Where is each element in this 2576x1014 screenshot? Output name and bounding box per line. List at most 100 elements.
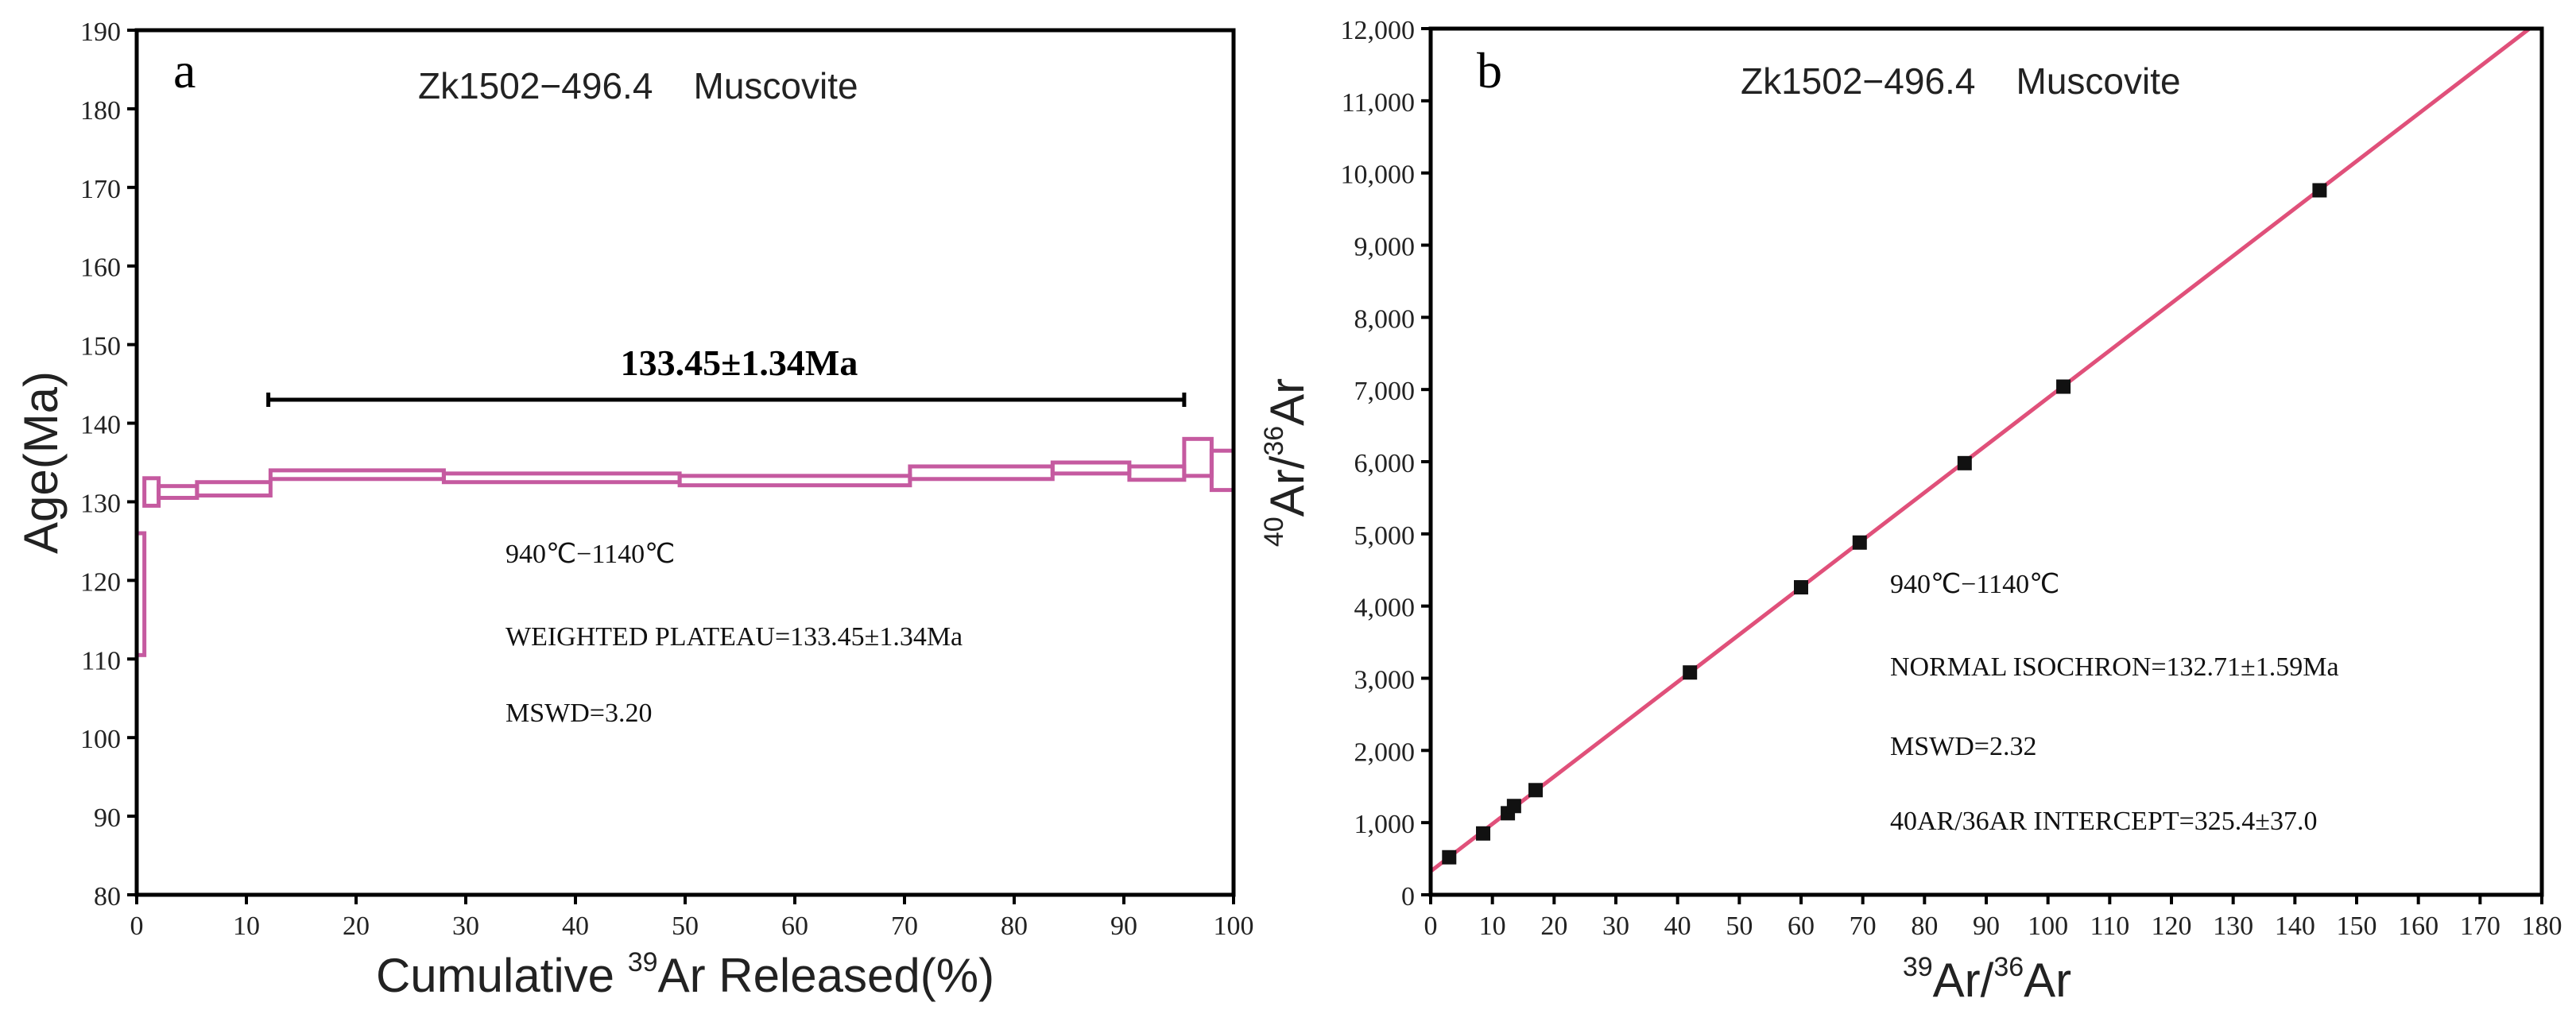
panel-b-x-tick-label: 110 <box>2090 911 2129 941</box>
panel-a-x-tick-label: 10 <box>233 911 260 941</box>
panel-b-x-tick-label: 20 <box>1540 911 1567 941</box>
isochron-point <box>1852 535 1867 550</box>
age-step <box>157 484 199 501</box>
panel-b-x-tick-label: 150 <box>2337 911 2377 941</box>
panel-a-annotation-temp: 940℃−1140℃ <box>506 540 675 569</box>
panel-a-y-tick-label: 140 <box>80 411 121 440</box>
isochron-point <box>1683 665 1698 680</box>
panel-b-title: Zk1502−496.4 Muscovite <box>1741 60 2181 102</box>
panel-a-y-tick-label: 150 <box>80 332 121 362</box>
panel-a-x-tick-label: 80 <box>1001 911 1028 941</box>
panel-a-y-tick-label: 130 <box>80 489 121 518</box>
age-step <box>1182 436 1214 478</box>
panel-b-x-tick-label: 140 <box>2275 911 2315 941</box>
panel-b-xlabel-end: Ar <box>2024 954 2071 1007</box>
panel-b-x-tick-label: 90 <box>1973 911 2000 941</box>
panel-a-y-tick-label: 160 <box>80 254 121 283</box>
panel-a-yticks: 80 90 100 110 120 130 140 150 160 170 180 190 <box>80 17 137 911</box>
isochron-point <box>1442 850 1457 865</box>
age-step <box>195 480 273 498</box>
isochron-point <box>1506 799 1521 814</box>
panel-a-x-tick-label: 20 <box>343 911 370 941</box>
panel-b-x-tick-label: 60 <box>1788 911 1815 941</box>
panel-a-y-tick-label: 170 <box>80 175 121 204</box>
age-step <box>677 474 912 488</box>
panel-b-x-tick-label: 30 <box>1602 911 1629 941</box>
panel-b-x-tick-label: 120 <box>2152 911 2192 941</box>
panel-a-y-tick-label: 110 <box>81 646 121 675</box>
isochron-point <box>1957 455 1972 470</box>
panel-a-x-tick-label: 100 <box>1214 911 1254 941</box>
panel-b-xlabel-sup2: 36 <box>1993 952 2024 982</box>
panel-a-title: Zk1502−496.4 Muscovite <box>418 65 858 106</box>
panel-b-xticks: 0 10 20 30 40 50 60 70 80 90 100 110 120 130 140 150 160… <box>1424 895 2562 941</box>
age-step <box>441 471 682 485</box>
panel-b-x-tick-label: 100 <box>2028 911 2068 941</box>
panel-b-x-tick-label: 40 <box>1664 911 1691 941</box>
panel-b-y-tick-label: 9,000 <box>1354 233 1416 262</box>
isochron-fit-line <box>1429 27 2531 873</box>
isochron-point <box>1476 826 1491 841</box>
panel-b-y-tick-label: 10,000 <box>1341 161 1416 190</box>
panel-b-x-tick-label: 70 <box>1850 911 1877 941</box>
panel-b-x-tick-label: 170 <box>2460 911 2500 941</box>
panel-b-ylabel-sup2: 36 <box>1259 426 1289 456</box>
panel-a-xlabel-suffix: Ar Released(%) <box>658 949 995 1002</box>
panel-a-xlabel: Cumulative 39Ar Released(%) <box>376 947 994 1002</box>
age-step <box>268 468 446 482</box>
panel-b-x-tick-label: 0 <box>1424 911 1438 941</box>
isochron-point <box>2312 183 2327 198</box>
panel-a-y-tick-label: 120 <box>80 567 121 597</box>
panel-a-annotation-mswd: MSWD=3.20 <box>506 699 652 728</box>
panel-b-ylabel: 40Ar/36Ar <box>1259 378 1314 547</box>
panel-a-x-tick-label: 40 <box>562 911 589 941</box>
panel-b-y-tick-label: 0 <box>1401 882 1415 911</box>
panel-b-y-tick-label: 11,000 <box>1342 88 1415 118</box>
plateau-label: 133.45±1.34Ma <box>621 343 858 383</box>
panel-a-annotation-plateau: WEIGHTED PLATEAU=133.45±1.34Ma <box>506 622 963 652</box>
panel-a-y-tick-label: 100 <box>80 725 121 754</box>
age-step <box>1127 464 1187 482</box>
panel-b-y-tick-label: 6,000 <box>1354 449 1416 478</box>
panel-b-x-tick-label: 130 <box>2213 911 2253 941</box>
panel-b-y-tick-label: 2,000 <box>1354 737 1416 767</box>
panel-a-y-tick-label: 80 <box>94 882 121 911</box>
panel-b-ylabel-sup1: 40 <box>1259 517 1289 547</box>
panel-b-annotation-intercept: 40AR/36AR INTERCEPT=325.4±37.0 <box>1890 807 2317 836</box>
age-step <box>908 464 1055 482</box>
panel-b-y-tick-label: 3,000 <box>1354 666 1416 695</box>
panel-b-x-tick-label: 10 <box>1479 911 1506 941</box>
panel-b-y-tick-label: 8,000 <box>1354 304 1416 334</box>
isochron-point <box>1794 580 1808 595</box>
plateau-bar <box>266 393 1187 407</box>
panel-b-x-tick-label: 80 <box>1911 911 1938 941</box>
panel-b-annotation-isochron: NORMAL ISOCHRON=132.71±1.59Ma <box>1890 652 2339 682</box>
panel-a-steps <box>134 436 1236 657</box>
panel-b-xlabel-sup1: 39 <box>1903 952 1933 982</box>
panel-a-x-tick-label: 70 <box>891 911 918 941</box>
panel-a-xlabel-prefix: Cumulative <box>376 949 628 1002</box>
panel-b-ylabel-end: Ar <box>1261 378 1314 426</box>
panel-b-x-tick-label: 180 <box>2522 911 2562 941</box>
age-step <box>142 476 161 508</box>
age-step <box>1209 448 1236 493</box>
isochron-point <box>1528 783 1544 798</box>
panel-a-x-tick-label: 90 <box>1110 911 1137 941</box>
panel-b-y-tick-label: 1,000 <box>1354 810 1416 839</box>
panel-b-y-tick-label: 7,000 <box>1354 377 1416 406</box>
panel-b-y-tick-label: 12,000 <box>1341 16 1416 45</box>
panel-b-y-tick-label: 5,000 <box>1354 521 1416 551</box>
panel-a-x-tick-label: 30 <box>452 911 479 941</box>
panel-a-xticks: 0 10 20 30 40 50 60 70 80 90 100 <box>130 895 1254 941</box>
panel-b-yticks: 0 1,000 2,000 3,000 4,000 5,000 6,000 7,000 8,00… <box>1341 16 1431 911</box>
panel-a-y-tick-label: 90 <box>94 803 121 833</box>
panel-a-y-tick-label: 180 <box>80 96 121 126</box>
panel-a-ylabel: Age(Ma) <box>14 371 68 554</box>
panel-b-annotation-mswd: MSWD=2.32 <box>1890 732 2036 761</box>
panel-b-label: b <box>1477 42 1502 99</box>
panel-a-xlabel-sup: 39 <box>628 947 658 977</box>
panel-a-x-tick-label: 0 <box>130 911 144 941</box>
panel-b-frame <box>1428 26 2544 897</box>
panel-b-y-tick-label: 4,000 <box>1354 594 1416 623</box>
